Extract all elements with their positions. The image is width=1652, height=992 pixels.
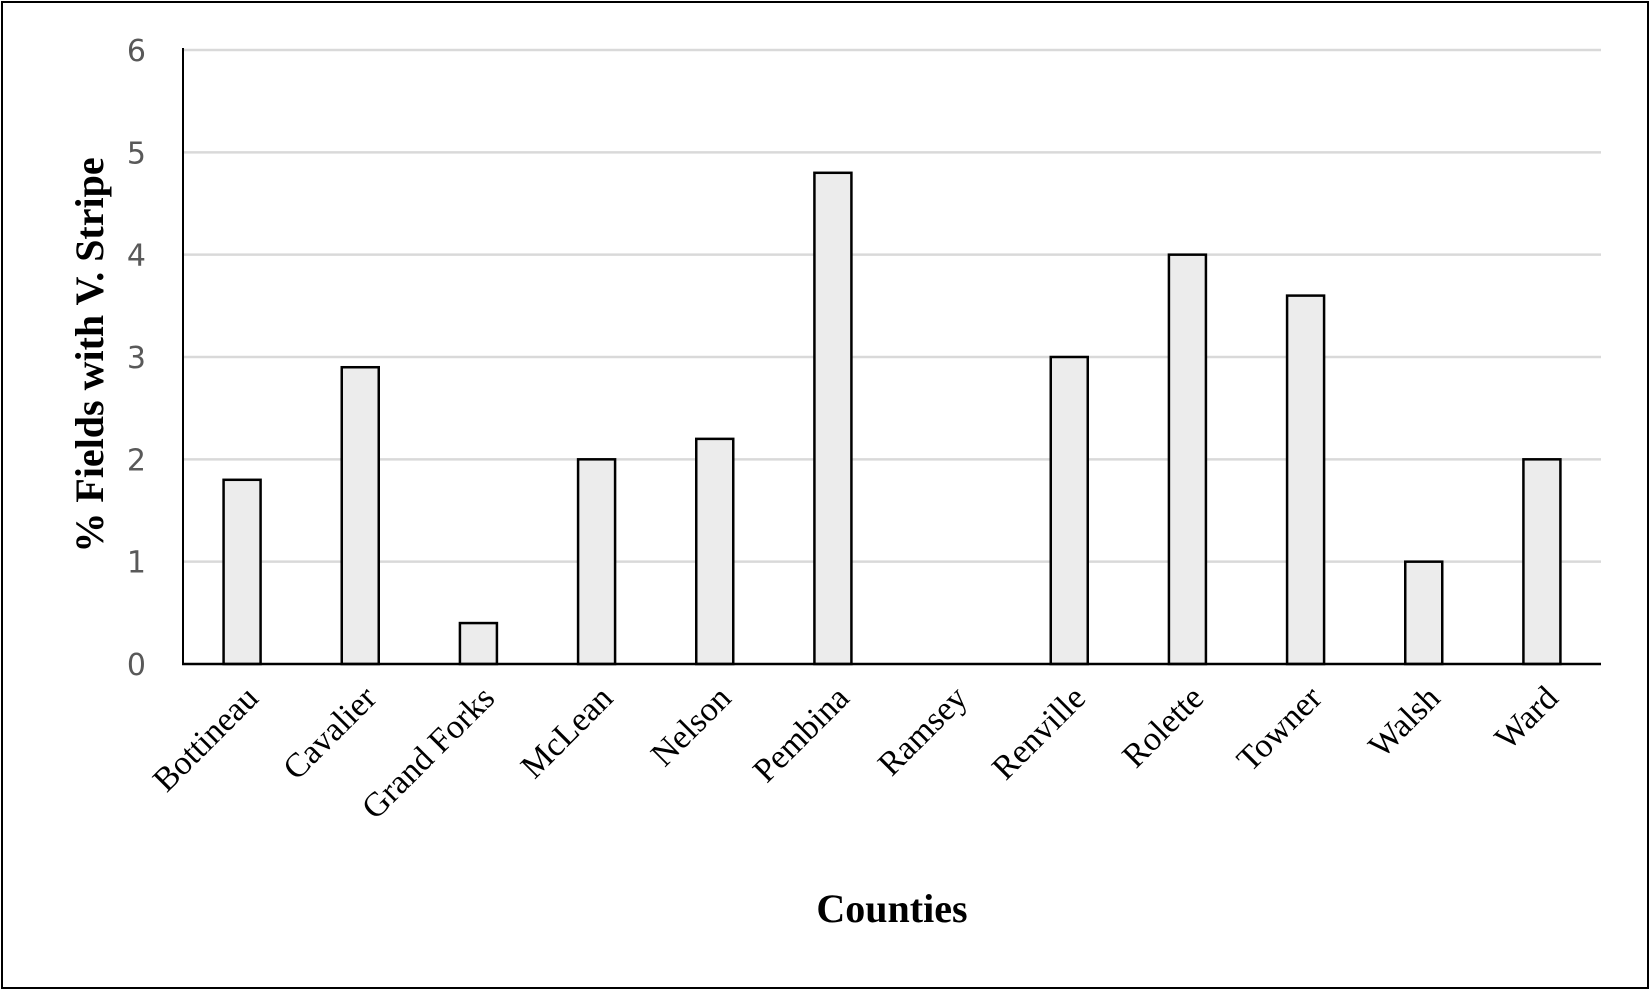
- x-tick-label: Towner: [1230, 679, 1330, 779]
- bar-pembina: [813, 171, 853, 666]
- y-tick-label: 6: [127, 34, 146, 69]
- bar-walsh: [1404, 560, 1444, 666]
- bar-nelson: [695, 437, 735, 666]
- x-axis-title: Counties: [816, 886, 967, 931]
- x-tick-label: Renville: [985, 679, 1093, 787]
- x-tick-label: Ramsey: [871, 679, 975, 783]
- bar-bottineau: [222, 478, 262, 666]
- bar-ward: [1522, 458, 1562, 666]
- x-tick-label: Rolette: [1115, 679, 1211, 775]
- x-tick-label: Walsh: [1362, 679, 1448, 765]
- y-tick-label: 0: [127, 648, 146, 683]
- x-tick-label: Cavalier: [276, 679, 384, 787]
- y-tick-label: 4: [127, 239, 146, 274]
- bar-towner: [1285, 294, 1326, 666]
- bar-mclean: [576, 458, 617, 666]
- y-tick-label: 2: [127, 443, 146, 478]
- y-axis-title: % Fields with V. Stripe: [67, 157, 112, 552]
- y-tick-label: 1: [127, 546, 146, 581]
- x-tick-label: Nelson: [644, 679, 738, 773]
- bar-grand-forks: [458, 621, 499, 666]
- y-tick-label: 3: [127, 341, 146, 376]
- y-axis-ticks: 0 1 2 3 4 5 6: [127, 34, 146, 683]
- bar-rolette: [1167, 253, 1208, 666]
- x-tick-label: Pembina: [746, 679, 856, 789]
- y-tick-label: 5: [127, 136, 146, 171]
- x-tick-label: Bottineau: [146, 679, 266, 799]
- x-tick-label: McLean: [514, 679, 620, 785]
- gridlines: [183, 48, 1601, 563]
- bars: [222, 171, 1562, 666]
- x-tick-label: Ward: [1488, 679, 1566, 757]
- bar-renville: [1049, 355, 1089, 666]
- bar-cavalier: [340, 365, 380, 666]
